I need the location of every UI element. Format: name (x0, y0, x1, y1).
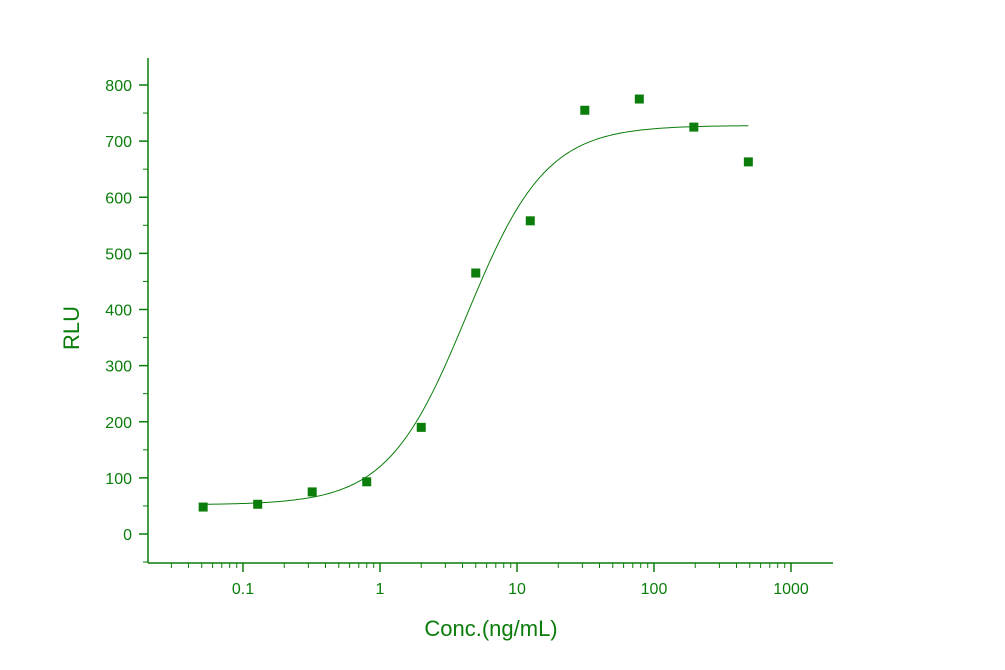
data-point (416, 422, 426, 432)
data-point (743, 157, 753, 167)
data-points (198, 94, 753, 512)
y-tick-label: 400 (105, 303, 132, 320)
data-point (525, 216, 535, 226)
data-point (634, 94, 644, 104)
x-tick-label: 1 (376, 581, 385, 598)
x-tick-label: 0.1 (232, 581, 254, 598)
y-ticks: 0 100 200 300 400 500 600 700 800 (105, 78, 148, 563)
y-tick-label: 300 (105, 359, 132, 376)
y-tick-label: 800 (105, 78, 132, 95)
x-axis-title: Conc.(ng/mL) (424, 616, 557, 641)
y-tick-label: 700 (105, 134, 132, 151)
y-tick-label: 200 (105, 415, 132, 432)
data-point (689, 122, 699, 132)
x-tick-label: 1000 (773, 581, 809, 598)
fit-curve (203, 125, 749, 505)
data-point (307, 487, 317, 497)
data-point (198, 502, 208, 512)
data-point (362, 477, 372, 487)
x-tick-label: 100 (641, 581, 668, 598)
y-tick-label: 100 (105, 471, 132, 488)
axes (147, 58, 833, 564)
x-ticks: 0.1 1 10 100 1000 (170, 563, 809, 598)
x-tick-label: 10 (508, 581, 526, 598)
data-point (253, 499, 263, 509)
y-tick-label: 0 (123, 527, 132, 544)
y-axis-title: RLU (59, 306, 84, 350)
data-point (580, 105, 590, 115)
y-tick-label: 500 (105, 246, 132, 263)
data-point (471, 268, 481, 278)
y-tick-label: 600 (105, 190, 132, 207)
